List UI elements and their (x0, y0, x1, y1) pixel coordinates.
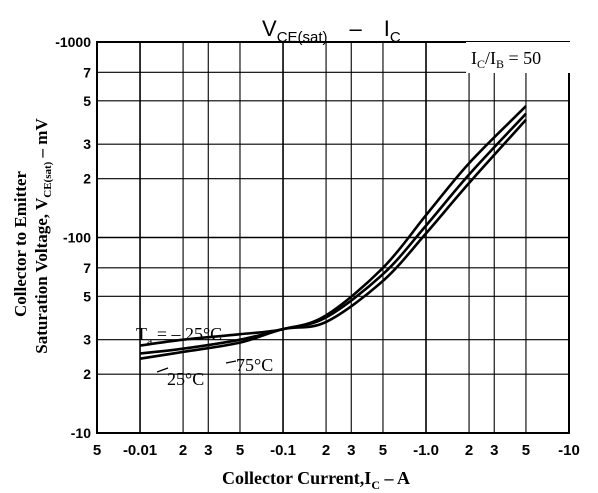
y-axis-title-line1: Collector to Emitter (11, 171, 30, 317)
ta-25-leader (156, 367, 169, 373)
x-tick-label: 5 (236, 442, 244, 459)
x-tick-label: 5 (93, 442, 101, 459)
y-tick-label: -1000 (55, 34, 91, 50)
x-tick-label: 3 (347, 442, 355, 459)
x-tick-labels: 5 -0.01 2 3 5 -0.1 2 3 5 -1.0 2 3 5 -10 (93, 442, 580, 459)
x-axis-title: Collector Current,IC – A (222, 468, 410, 492)
y-tick-label: 7 (83, 260, 91, 276)
y-tick-label: 2 (83, 366, 91, 382)
x-tick-label: 5 (522, 442, 530, 459)
x-tick-label: -1.0 (413, 442, 439, 459)
y-tick-label: 3 (83, 136, 91, 152)
y-tick-label: -100 (63, 230, 91, 246)
curves (139, 105, 527, 360)
y-tick-label: 5 (83, 288, 91, 304)
ta-minus25-label: Ta = – 25°C (136, 324, 222, 348)
curve-minus25 (139, 105, 527, 347)
x-tick-label: 5 (379, 442, 387, 459)
y-tick-labels: -10 2 3 5 7 -100 2 3 5 7 -1000 (55, 34, 91, 441)
x-tick-label: 2 (465, 442, 473, 459)
x-tick-label: -0.1 (270, 442, 296, 459)
y-tick-label: 5 (83, 93, 91, 109)
ta-75-leader (225, 360, 237, 364)
y-tick-label: 7 (83, 64, 91, 80)
curve-plus25 (139, 112, 527, 355)
x-tick-label: 3 (490, 442, 498, 459)
condition-label: IC/IB = 50 (471, 48, 541, 71)
plot-frame (96, 41, 570, 434)
y-tick-label: 3 (83, 332, 91, 348)
curve-plus75 (139, 118, 527, 360)
x-tick-label: 2 (322, 442, 330, 459)
ta-25-label: 25°C (167, 369, 204, 389)
y-tick-label: 2 (83, 171, 91, 187)
y-tick-label: -10 (71, 425, 91, 441)
x-tick-label: -0.01 (123, 442, 157, 459)
y-axis-title-line2: Saturation Voltage, VCE(sat) – mV (32, 118, 54, 354)
condition-box (466, 42, 594, 73)
x-tick-label: -10 (558, 442, 580, 459)
x-tick-label: 2 (179, 442, 187, 459)
x-tick-label: 3 (204, 442, 212, 459)
ta-75-label: 75°C (236, 355, 273, 375)
